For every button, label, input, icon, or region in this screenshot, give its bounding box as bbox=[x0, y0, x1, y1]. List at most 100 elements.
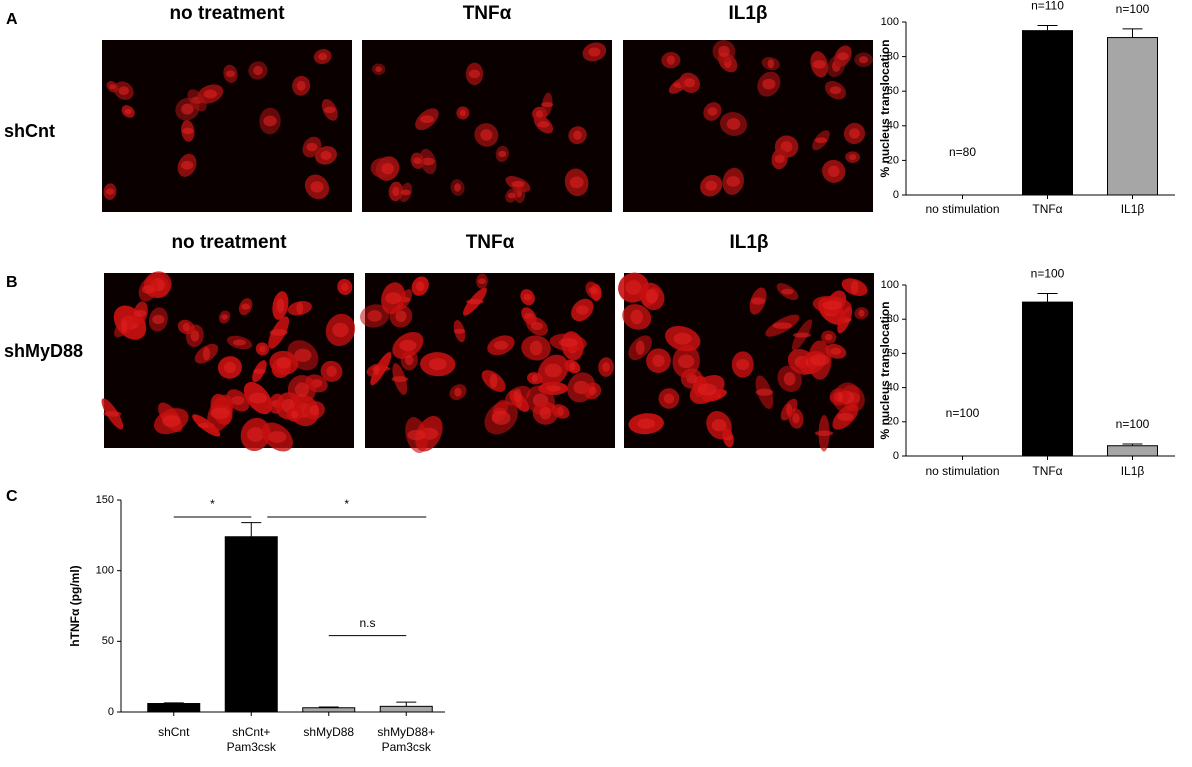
nucleus bbox=[780, 141, 793, 153]
nucleus bbox=[557, 406, 564, 417]
nucleus bbox=[513, 388, 522, 403]
nucleus bbox=[489, 373, 498, 389]
nucleus bbox=[539, 406, 552, 420]
nucleus bbox=[421, 157, 435, 166]
nucleus bbox=[705, 180, 718, 191]
nucleus bbox=[491, 410, 511, 425]
micrograph bbox=[101, 271, 356, 452]
y-tick-label: 100 bbox=[881, 16, 899, 28]
nucleus bbox=[726, 176, 741, 187]
nucleus bbox=[663, 393, 675, 404]
nucleus bbox=[419, 115, 434, 124]
error-bar bbox=[396, 701, 417, 707]
nucleus bbox=[645, 289, 658, 304]
nucleus bbox=[162, 415, 181, 428]
y-tick-label: 80 bbox=[887, 313, 899, 325]
bar bbox=[302, 707, 356, 713]
nucleus bbox=[296, 80, 306, 91]
y-tick-label: 40 bbox=[887, 120, 899, 132]
nucleus bbox=[652, 354, 665, 367]
nucleus bbox=[837, 52, 849, 61]
nucleus bbox=[182, 322, 190, 332]
nucleus bbox=[498, 150, 507, 158]
nucleus bbox=[588, 47, 601, 57]
nucleus bbox=[829, 86, 842, 95]
nucleus bbox=[233, 339, 246, 346]
y-tick-label: 0 bbox=[893, 450, 899, 462]
significance-label: * bbox=[210, 497, 215, 511]
nucleus bbox=[544, 363, 562, 378]
nucleus bbox=[375, 66, 382, 73]
nucleus bbox=[837, 412, 854, 422]
x-tick-label: IL1β bbox=[1120, 464, 1145, 478]
y-tick-label: 150 bbox=[96, 494, 114, 506]
nucleus bbox=[118, 86, 129, 95]
error-bar bbox=[163, 702, 184, 704]
y-tick-label: 50 bbox=[102, 635, 114, 647]
micrograph bbox=[618, 272, 874, 452]
y-axis-label: hTNFα (pg/ml) bbox=[68, 565, 82, 646]
nucleus bbox=[535, 110, 544, 118]
n-annotation: n=80 bbox=[949, 145, 976, 159]
nucleus bbox=[373, 364, 380, 376]
n-annotation: n=100 bbox=[1116, 2, 1150, 16]
y-tick-label: 20 bbox=[887, 154, 899, 166]
nucleus bbox=[697, 383, 717, 396]
x-tick-label: no stimulation bbox=[925, 464, 1000, 478]
nucleus bbox=[630, 309, 643, 325]
bar bbox=[1022, 30, 1073, 196]
nucleus bbox=[507, 192, 516, 199]
nucleus bbox=[755, 388, 774, 396]
bar bbox=[1107, 37, 1158, 196]
nucleus bbox=[454, 183, 461, 192]
nucleus bbox=[459, 109, 467, 117]
nucleus bbox=[294, 348, 312, 362]
nucleus bbox=[391, 376, 409, 383]
nucleus bbox=[812, 60, 826, 69]
nucleus bbox=[684, 78, 696, 88]
nucleus bbox=[774, 154, 785, 164]
nucleus bbox=[276, 356, 292, 369]
nucleus bbox=[381, 162, 394, 175]
nucleus bbox=[306, 142, 318, 152]
nucleus bbox=[783, 372, 796, 386]
nucleus bbox=[569, 176, 584, 189]
micrograph bbox=[360, 273, 615, 454]
nucleus bbox=[341, 282, 349, 291]
nucleus bbox=[385, 292, 402, 305]
nucleus bbox=[530, 322, 544, 331]
nucleus bbox=[736, 359, 750, 371]
nucleus bbox=[324, 106, 336, 114]
x-tick-label: no stimulation bbox=[925, 202, 1000, 216]
n-annotation: n=110 bbox=[1031, 0, 1064, 13]
n-annotation: n=100 bbox=[1031, 267, 1065, 281]
micrograph bbox=[102, 40, 352, 212]
nucleus bbox=[416, 281, 425, 292]
nucleus bbox=[793, 332, 811, 338]
column-header: TNFα bbox=[463, 3, 512, 24]
nucleus bbox=[152, 314, 165, 325]
nucleus bbox=[247, 427, 264, 442]
error-bar bbox=[1122, 28, 1143, 38]
y-tick-label: 60 bbox=[887, 85, 899, 97]
nucleus bbox=[772, 322, 792, 329]
y-tick-label: 40 bbox=[887, 382, 899, 394]
error-bar bbox=[318, 706, 339, 708]
column-header: IL1β bbox=[728, 3, 767, 24]
significance-label: n.s bbox=[359, 616, 375, 630]
nucleus bbox=[454, 387, 462, 397]
nucleus bbox=[291, 410, 299, 419]
nucleus bbox=[310, 405, 319, 416]
nucleus bbox=[531, 374, 538, 383]
nucleus bbox=[231, 396, 245, 405]
error-bar bbox=[241, 522, 262, 537]
column-header: IL1β bbox=[729, 232, 768, 253]
nucleus bbox=[310, 181, 324, 193]
nucleus bbox=[707, 107, 718, 116]
nucleus bbox=[400, 189, 411, 196]
nucleus bbox=[134, 309, 147, 317]
nucleus bbox=[848, 154, 857, 161]
nucleus bbox=[523, 293, 532, 301]
column-header: TNFα bbox=[466, 232, 515, 253]
